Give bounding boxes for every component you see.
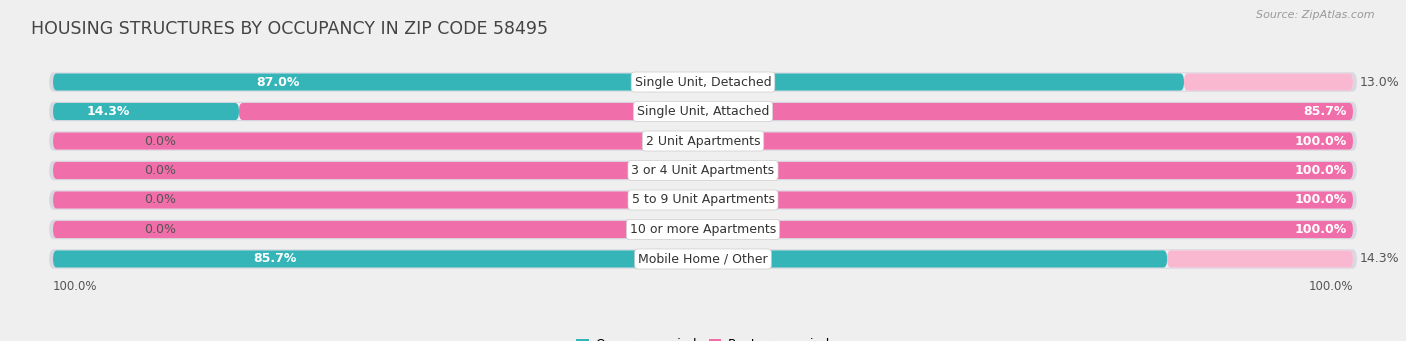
Text: 100.0%: 100.0% [1309, 280, 1353, 293]
Text: 0.0%: 0.0% [145, 134, 177, 148]
FancyBboxPatch shape [49, 190, 1357, 210]
FancyBboxPatch shape [53, 132, 1353, 150]
Text: 85.7%: 85.7% [253, 252, 297, 266]
Text: 100.0%: 100.0% [1294, 164, 1347, 177]
FancyBboxPatch shape [53, 162, 1353, 179]
FancyBboxPatch shape [49, 72, 1357, 92]
FancyBboxPatch shape [53, 191, 1353, 209]
FancyBboxPatch shape [239, 103, 1353, 120]
FancyBboxPatch shape [49, 161, 1357, 180]
FancyBboxPatch shape [53, 250, 1167, 268]
Text: 0.0%: 0.0% [145, 193, 177, 207]
FancyBboxPatch shape [53, 191, 1353, 209]
Text: 100.0%: 100.0% [53, 280, 97, 293]
FancyBboxPatch shape [53, 73, 1184, 91]
Text: Single Unit, Detached: Single Unit, Detached [634, 75, 772, 89]
FancyBboxPatch shape [53, 221, 1353, 238]
Text: 0.0%: 0.0% [145, 164, 177, 177]
Text: 3 or 4 Unit Apartments: 3 or 4 Unit Apartments [631, 164, 775, 177]
FancyBboxPatch shape [53, 103, 1353, 120]
Text: 0.0%: 0.0% [145, 223, 177, 236]
FancyBboxPatch shape [1184, 73, 1353, 91]
Text: 13.0%: 13.0% [1360, 75, 1399, 89]
Text: 5 to 9 Unit Apartments: 5 to 9 Unit Apartments [631, 193, 775, 207]
Text: 87.0%: 87.0% [257, 75, 299, 89]
Text: 100.0%: 100.0% [1294, 193, 1347, 207]
FancyBboxPatch shape [49, 102, 1357, 121]
FancyBboxPatch shape [53, 73, 1353, 91]
FancyBboxPatch shape [49, 249, 1357, 269]
FancyBboxPatch shape [53, 162, 1353, 179]
Text: Single Unit, Attached: Single Unit, Attached [637, 105, 769, 118]
Text: 14.3%: 14.3% [87, 105, 129, 118]
FancyBboxPatch shape [53, 103, 239, 120]
FancyBboxPatch shape [1167, 250, 1353, 268]
Text: Source: ZipAtlas.com: Source: ZipAtlas.com [1257, 10, 1375, 20]
FancyBboxPatch shape [53, 221, 1353, 238]
Legend: Owner-occupied, Renter-occupied: Owner-occupied, Renter-occupied [571, 333, 835, 341]
Text: 100.0%: 100.0% [1294, 223, 1347, 236]
Text: 100.0%: 100.0% [1294, 134, 1347, 148]
Text: 2 Unit Apartments: 2 Unit Apartments [645, 134, 761, 148]
FancyBboxPatch shape [53, 132, 1353, 150]
FancyBboxPatch shape [49, 220, 1357, 239]
Text: Mobile Home / Other: Mobile Home / Other [638, 252, 768, 266]
Text: 10 or more Apartments: 10 or more Apartments [630, 223, 776, 236]
Text: HOUSING STRUCTURES BY OCCUPANCY IN ZIP CODE 58495: HOUSING STRUCTURES BY OCCUPANCY IN ZIP C… [31, 20, 548, 39]
FancyBboxPatch shape [53, 250, 1353, 268]
FancyBboxPatch shape [49, 131, 1357, 151]
Text: 85.7%: 85.7% [1303, 105, 1347, 118]
Text: 14.3%: 14.3% [1360, 252, 1399, 266]
